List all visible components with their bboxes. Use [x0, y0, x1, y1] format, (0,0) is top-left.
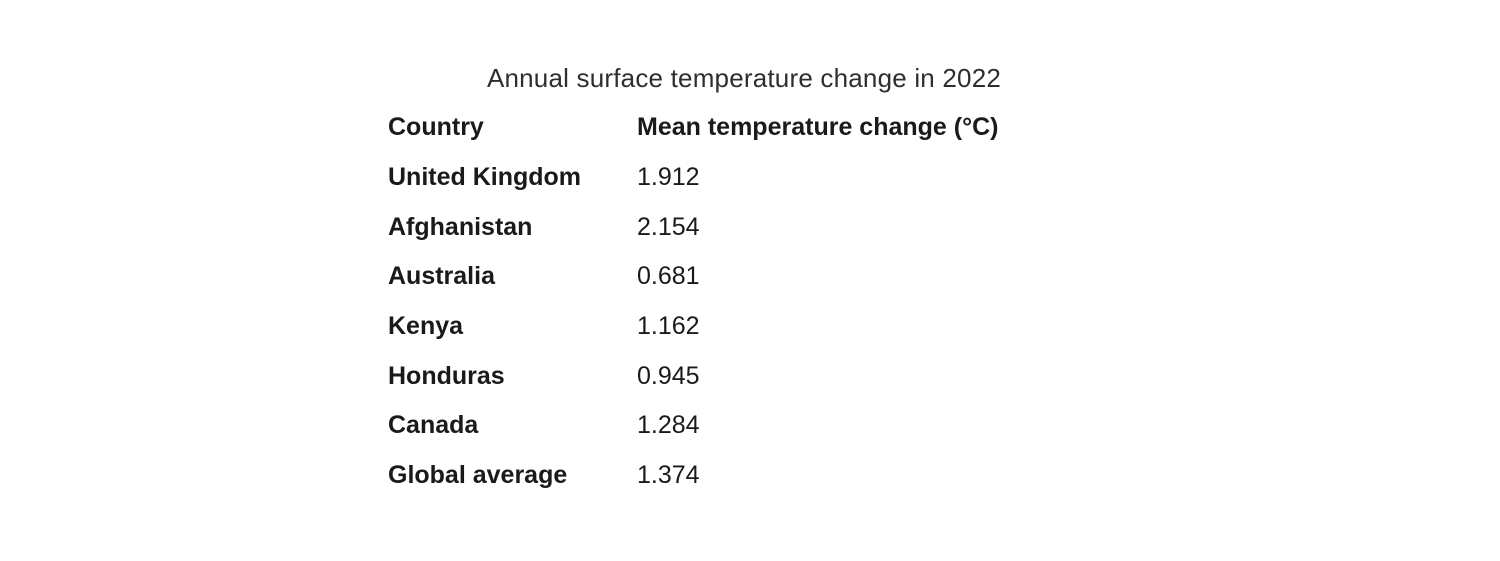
- table-row: United Kingdom 1.912: [388, 153, 1100, 203]
- table-row: Canada 1.284: [388, 401, 1100, 451]
- column-header-mean-temperature: Mean temperature change (°C): [637, 113, 999, 142]
- table-header-row: Country Mean temperature change (°C): [388, 103, 1100, 153]
- table-row: Kenya 1.162: [388, 302, 1100, 352]
- country-name: Global average: [388, 461, 568, 490]
- country-name: United Kingdom: [388, 163, 582, 192]
- country-name: Australia: [388, 262, 495, 291]
- temperature-value: 1.284: [637, 411, 700, 440]
- table-row: Honduras 0.945: [388, 351, 1100, 401]
- column-header-country: Country: [388, 113, 484, 142]
- table-row: Global average 1.374: [388, 451, 1100, 501]
- country-name: Afghanistan: [388, 212, 533, 241]
- temperature-value: 1.912: [637, 163, 700, 192]
- country-name: Honduras: [388, 361, 505, 390]
- table-row: Afghanistan 2.154: [388, 202, 1100, 252]
- temperature-value: 1.374: [637, 461, 700, 490]
- temperature-value: 2.154: [637, 212, 700, 241]
- temperature-table: Country Mean temperature change (°C) Uni…: [388, 103, 1100, 501]
- table-row: Australia 0.681: [388, 252, 1100, 302]
- temperature-value: 1.162: [637, 312, 700, 341]
- temperature-value: 0.681: [637, 262, 700, 291]
- temperature-table-block: Annual surface temperature change in 202…: [388, 60, 1100, 501]
- chart-title: Annual surface temperature change in 202…: [486, 63, 1002, 93]
- country-name: Kenya: [388, 312, 464, 341]
- country-name: Canada: [388, 411, 479, 440]
- temperature-value: 0.945: [637, 361, 700, 390]
